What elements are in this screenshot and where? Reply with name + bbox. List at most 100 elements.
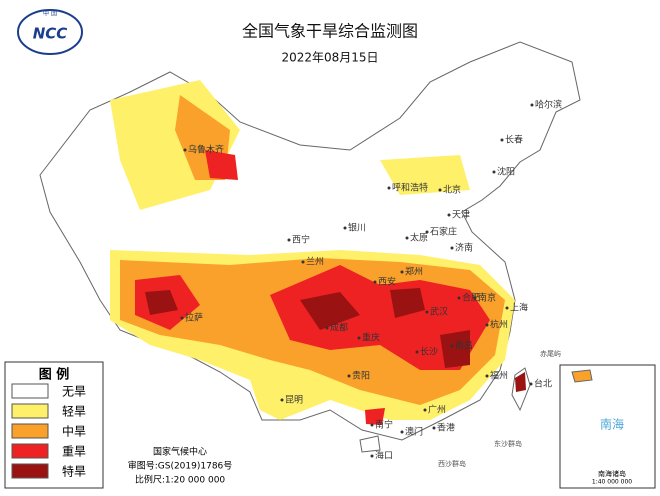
city-dot: [180, 316, 184, 320]
drought-areas: [110, 80, 526, 425]
city-label: 赤尾屿: [540, 349, 561, 358]
city-dot: [425, 230, 429, 234]
city-dot: [438, 188, 442, 192]
city-dot: [405, 236, 409, 240]
city-label: 南京: [478, 292, 496, 304]
city-label: 哈尔滨: [535, 99, 562, 111]
city-dot: [450, 246, 454, 250]
city-dot: [432, 426, 436, 430]
footer-org: 国家气候中心: [153, 446, 207, 458]
legend-label: 特旱: [62, 464, 86, 479]
city-dot: [280, 398, 284, 402]
city-dot: [505, 306, 509, 310]
drought-area: [300, 292, 360, 330]
city-label: 乌鲁木齐: [188, 144, 224, 156]
drought-area: [380, 155, 470, 195]
legend-swatch: [11, 403, 49, 419]
legend-label: 中旱: [62, 424, 86, 439]
city-label: 呼和浩特: [392, 182, 428, 194]
legend-title: 图 例: [39, 367, 70, 383]
city-label: 海口: [375, 450, 393, 462]
city-label: 广州: [428, 404, 446, 416]
city-label: 东沙群岛: [494, 439, 522, 448]
city-dot: [343, 226, 347, 230]
city-dot: [183, 148, 187, 152]
city-label: 西安: [378, 276, 396, 288]
city-dot: [500, 138, 504, 142]
inset-sea: 南海: [600, 417, 624, 432]
city-dot: [387, 186, 391, 190]
city-dot: [485, 374, 489, 378]
city-label: 济南: [455, 242, 473, 254]
legend-swatch: [11, 383, 49, 399]
city-dot: [287, 238, 291, 242]
city-label: 太原: [410, 232, 428, 244]
city-label: 西宁: [292, 234, 310, 246]
city-label: 杭州: [490, 319, 508, 331]
hainan: [359, 435, 381, 453]
city-dot: [457, 296, 461, 300]
drought-area: [515, 372, 526, 392]
drought-area: [365, 408, 385, 425]
inset-box: [559, 364, 656, 489]
city-label: 合肥: [462, 292, 480, 304]
city-label: 银川: [348, 222, 366, 234]
city-dot: [425, 310, 429, 314]
logo: 中 国 NCC: [17, 9, 83, 55]
inset-scale: 1:40 000 000: [592, 479, 632, 486]
city-dot: [473, 296, 477, 300]
city-label: 上海: [510, 302, 528, 314]
city-label: 西沙群岛: [438, 459, 466, 468]
city-label: 南宁: [375, 419, 393, 431]
city-dot: [423, 408, 427, 412]
city-dot: [492, 170, 496, 174]
city-dot: [485, 323, 489, 327]
city-dot: [325, 326, 329, 330]
drought-area: [440, 330, 470, 368]
city-label: 长春: [505, 134, 523, 146]
city-label: 香港: [437, 422, 455, 434]
city-dot: [400, 270, 404, 274]
inset-label: 南海诸岛: [598, 469, 626, 478]
legend-label: 轻旱: [62, 405, 86, 419]
inset: 南海 南海诸岛 1:40 000 000: [559, 364, 656, 489]
city-dot: [370, 423, 374, 427]
inset-land: [571, 369, 593, 383]
drought-area: [205, 150, 238, 180]
city-label: 重庆: [362, 332, 380, 344]
logo-top: 中 国: [43, 10, 57, 18]
city-label: 武汉: [430, 306, 448, 318]
city-label: 沈阳: [497, 166, 515, 178]
city-dot: [373, 280, 377, 284]
city-dot: [370, 454, 374, 458]
legend-swatch: [11, 423, 49, 439]
city-label: 北京: [443, 184, 461, 196]
city-label: 石家庄: [430, 226, 457, 238]
city-dot: [357, 336, 361, 340]
city-label: 兰州: [306, 256, 324, 268]
legend-label: 无旱: [62, 385, 86, 399]
date: 2022年08月15日: [281, 51, 378, 65]
legend-swatch: [11, 443, 49, 459]
city-dot: [450, 344, 454, 348]
drought-area: [270, 265, 490, 370]
city-dot: [400, 430, 404, 434]
city-dot: [530, 103, 534, 107]
drought-area: [145, 290, 178, 315]
footer-scale: 比例尺:1:20 000 000: [135, 474, 226, 486]
drought-area: [390, 288, 425, 318]
city-dot: [301, 260, 305, 264]
logo-abbr: NCC: [33, 25, 68, 43]
city-label: 台北: [534, 378, 552, 390]
city-label: 昆明: [285, 395, 303, 406]
legend-label: 重旱: [62, 445, 86, 459]
city-label: 贵阳: [352, 370, 370, 382]
city-dot: [447, 213, 451, 217]
city-dot: [529, 382, 533, 386]
city-label: 拉萨: [185, 312, 203, 324]
title: 全国气象干旱综合监测图: [242, 22, 418, 41]
